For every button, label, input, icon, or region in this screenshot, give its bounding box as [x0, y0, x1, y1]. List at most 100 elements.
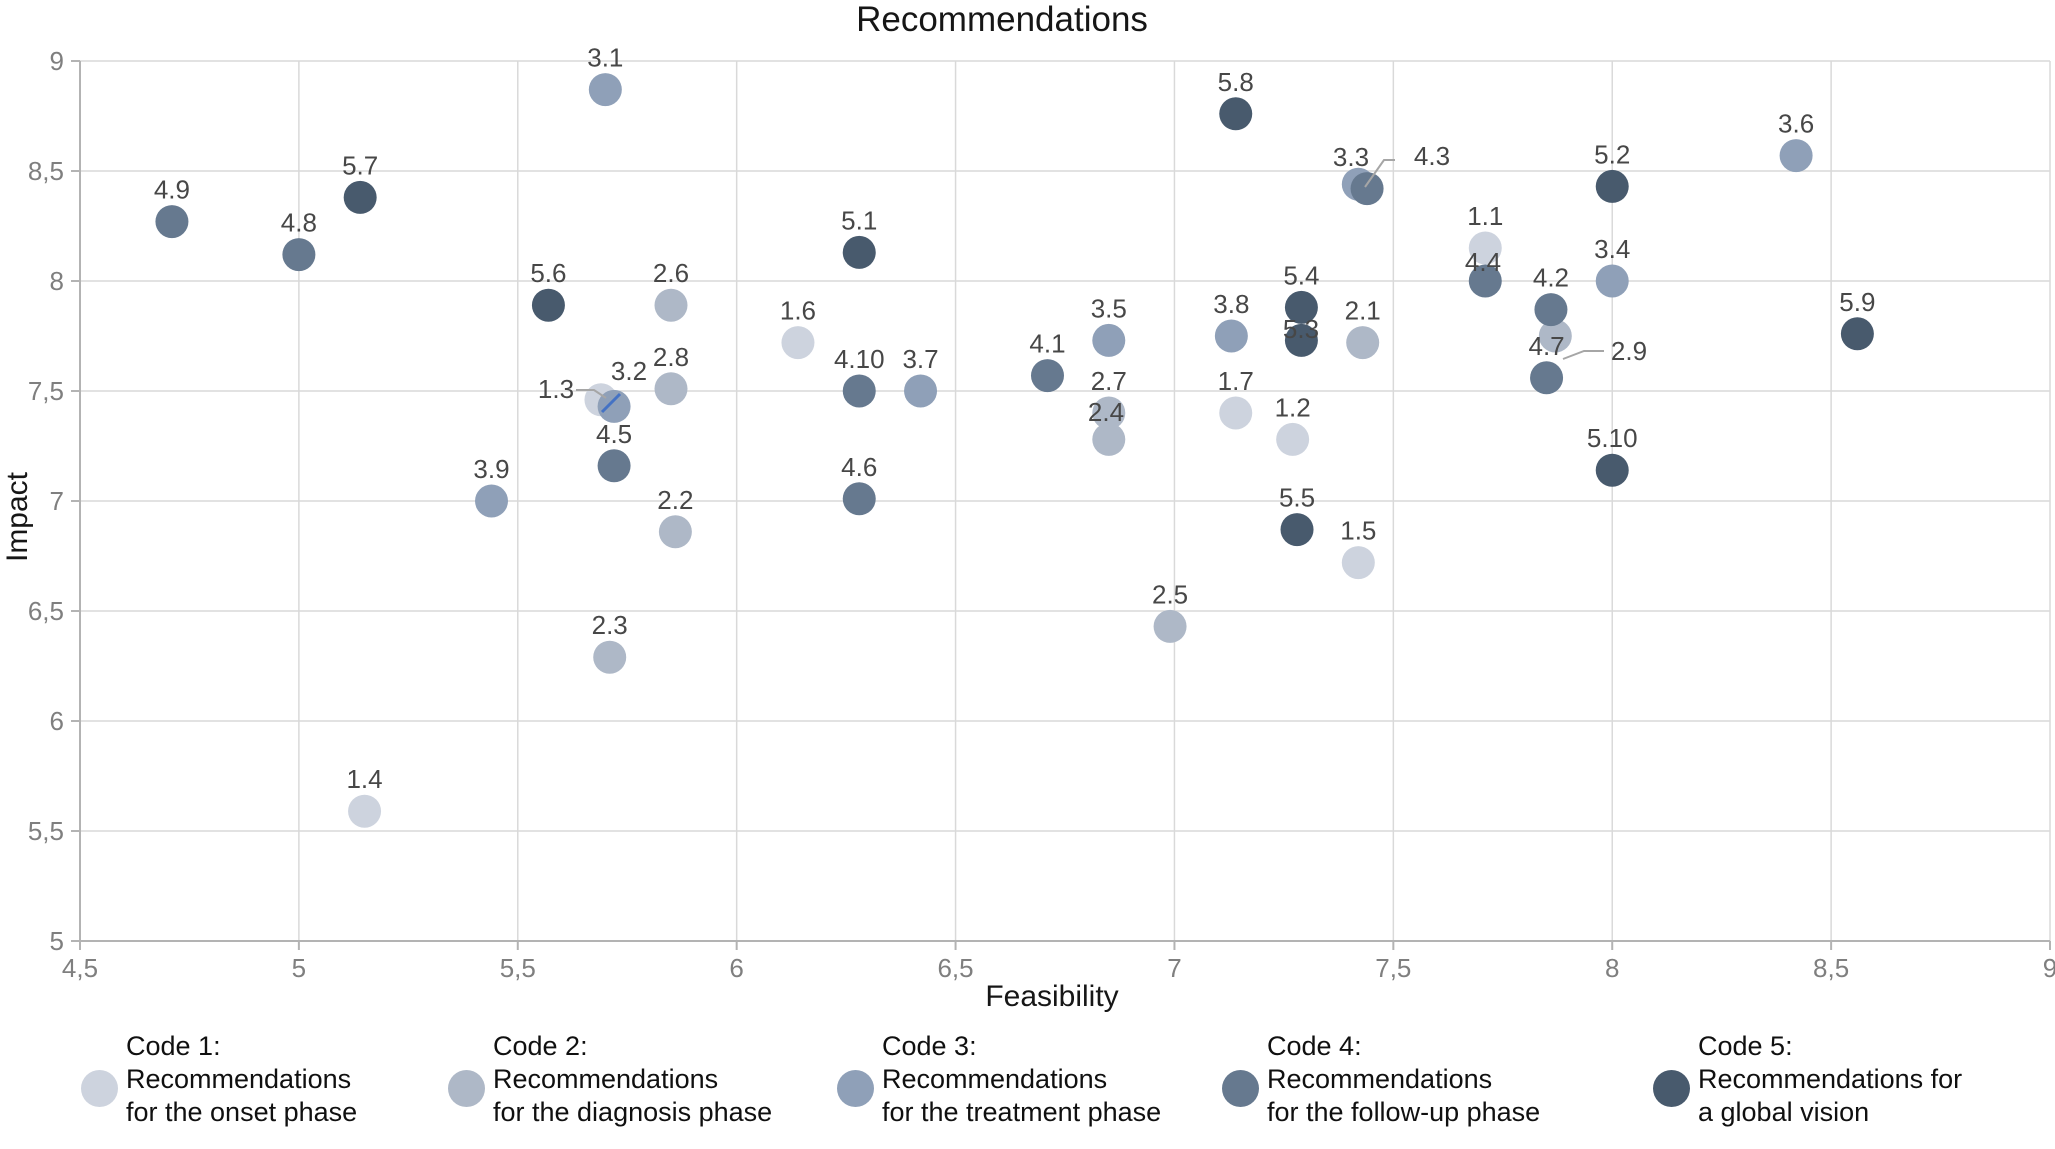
data-point-3.4: [1595, 264, 1629, 298]
y-tick-label: 7: [50, 486, 64, 516]
data-point-label-2.6: 2.6: [653, 258, 689, 288]
data-point-4.1: [1030, 359, 1064, 393]
legend-swatch-icon: [448, 1070, 485, 1107]
data-point-label-5.2: 5.2: [1594, 139, 1630, 169]
data-point-label-3.3: 3.3: [1333, 142, 1369, 172]
legend-text-line: Recommendations: [882, 1064, 1108, 1094]
data-point-label-3.9: 3.9: [473, 454, 509, 484]
legend-text-line: Recommendations for: [1698, 1064, 1963, 1094]
y-tick-label: 8,5: [28, 156, 64, 186]
data-point-label-4.6: 4.6: [841, 452, 877, 482]
data-point-label-5.10: 5.10: [1587, 423, 1638, 453]
data-point-1.6: [781, 326, 815, 360]
x-tick-label: 9: [2043, 953, 2055, 983]
data-point-3.5: [1092, 323, 1126, 357]
legend-text-line: a global vision: [1698, 1097, 1870, 1127]
data-point-4.3: [1350, 172, 1384, 206]
label-leader-line: [1364, 159, 1395, 188]
y-tick-label: 7,5: [28, 376, 64, 406]
legend-item-code-5: Code 5: Recommendations for a global visio…: [1653, 1030, 1962, 1129]
data-point-4.10: [842, 374, 876, 408]
data-point-label-2.3: 2.3: [592, 610, 628, 640]
legend-swatch-icon: [1653, 1070, 1690, 1107]
y-tick-label: 5: [50, 926, 64, 956]
data-point-label-5.4: 5.4: [1283, 260, 1319, 290]
data-point-label-5.8: 5.8: [1218, 67, 1254, 97]
legend-text-line: Code 3:: [882, 1031, 977, 1061]
data-point-label-3.6: 3.6: [1778, 109, 1814, 139]
data-point-1.7: [1219, 396, 1253, 430]
data-point-label-3.8: 3.8: [1213, 289, 1249, 319]
legend-text-line: Recommendations: [126, 1064, 352, 1094]
legend-swatch-icon: [837, 1070, 874, 1107]
data-point-label-2.1: 2.1: [1345, 296, 1381, 326]
data-point-label-4.9: 4.9: [154, 175, 190, 205]
data-point-label-4.8: 4.8: [281, 208, 317, 238]
data-point-label-5.9: 5.9: [1839, 287, 1875, 317]
y-axis-title: Impact: [1, 471, 34, 563]
legend-item-code-3: Code 3: Recommendations for the treatment …: [837, 1030, 1161, 1129]
data-point-3.1: [588, 73, 622, 107]
data-point-2.4: [1092, 422, 1126, 456]
data-point-2.6: [654, 288, 688, 322]
x-tick-label: 6: [729, 953, 743, 983]
x-axis-title: Feasibility: [985, 980, 1119, 1013]
data-point-label-4.1: 4.1: [1029, 329, 1065, 359]
data-point-4.2: [1534, 293, 1568, 327]
legend-swatch-icon: [1222, 1070, 1259, 1107]
data-point-label-5.6: 5.6: [530, 258, 566, 288]
data-point-label-1.2: 1.2: [1275, 392, 1311, 422]
legend-text-line: Recommendations: [493, 1064, 719, 1094]
data-point-2.8: [654, 372, 688, 406]
data-point-label-3.4: 3.4: [1594, 234, 1630, 264]
x-tick-label: 7,5: [1375, 953, 1411, 983]
data-point-label-3.1: 3.1: [587, 43, 623, 73]
legend-item-code-1: Code 1: Recommendations for the onset phas…: [81, 1030, 357, 1129]
x-tick-label: 5,5: [500, 953, 536, 983]
y-tick-label: 5,5: [28, 816, 64, 846]
data-point-label-5.7: 5.7: [342, 150, 378, 180]
data-point-2.3: [593, 640, 627, 674]
data-point-label-1.6: 1.6: [780, 296, 816, 326]
legend: Code 1: Recommendations for the onset phas…: [0, 1030, 2055, 1149]
legend-item-text: Code 3: Recommendations for the treatment …: [882, 1030, 1161, 1129]
data-point-5.2: [1595, 169, 1629, 203]
data-point-label-4.4: 4.4: [1465, 247, 1501, 277]
data-point-4.8: [282, 238, 316, 272]
data-point-1.2: [1276, 422, 1310, 456]
legend-text-line: Code 5:: [1698, 1031, 1793, 1061]
legend-text-line: Code 1:: [126, 1031, 221, 1061]
data-point-4.9: [155, 205, 189, 239]
data-point-3.9: [475, 484, 509, 518]
data-point-3.8: [1214, 319, 1248, 353]
data-point-label-3.5: 3.5: [1091, 293, 1127, 323]
data-point-1.1: [1468, 231, 1502, 265]
legend-text-line: for the onset phase: [126, 1097, 358, 1127]
data-point-label-2.2: 2.2: [657, 485, 693, 515]
accent-tick-mark: [600, 392, 622, 414]
x-tick-label: 8: [1605, 953, 1619, 983]
data-point-label-2.7: 2.7: [1091, 366, 1127, 396]
legend-swatch-icon: [81, 1070, 118, 1107]
data-point-5.5: [1280, 513, 1314, 547]
data-point-label-1.5: 1.5: [1340, 516, 1376, 546]
data-point-label-1.1: 1.1: [1467, 201, 1503, 231]
y-tick-label: 6,5: [28, 596, 64, 626]
data-point-5.3: [1284, 323, 1318, 357]
legend-text-line: Code 2:: [493, 1031, 588, 1061]
data-point-3.7: [904, 374, 938, 408]
data-point-label-3.2: 3.2: [611, 356, 647, 386]
data-point-label-4.7: 4.7: [1528, 331, 1564, 361]
data-point-label-4.2: 4.2: [1533, 263, 1569, 293]
data-point-2.2: [658, 515, 692, 549]
data-point-label-5.1: 5.1: [841, 205, 877, 235]
data-point-4.6: [842, 482, 876, 516]
y-tick-label: 9: [50, 46, 64, 76]
x-tick-label: 4,5: [62, 953, 98, 983]
data-point-label-4.10: 4.10: [834, 344, 885, 374]
data-point-5.7: [343, 180, 377, 214]
legend-item-text: Code 4: Recommendations for the follow-up …: [1267, 1030, 1540, 1129]
data-point-label-1.3: 1.3: [538, 374, 574, 404]
